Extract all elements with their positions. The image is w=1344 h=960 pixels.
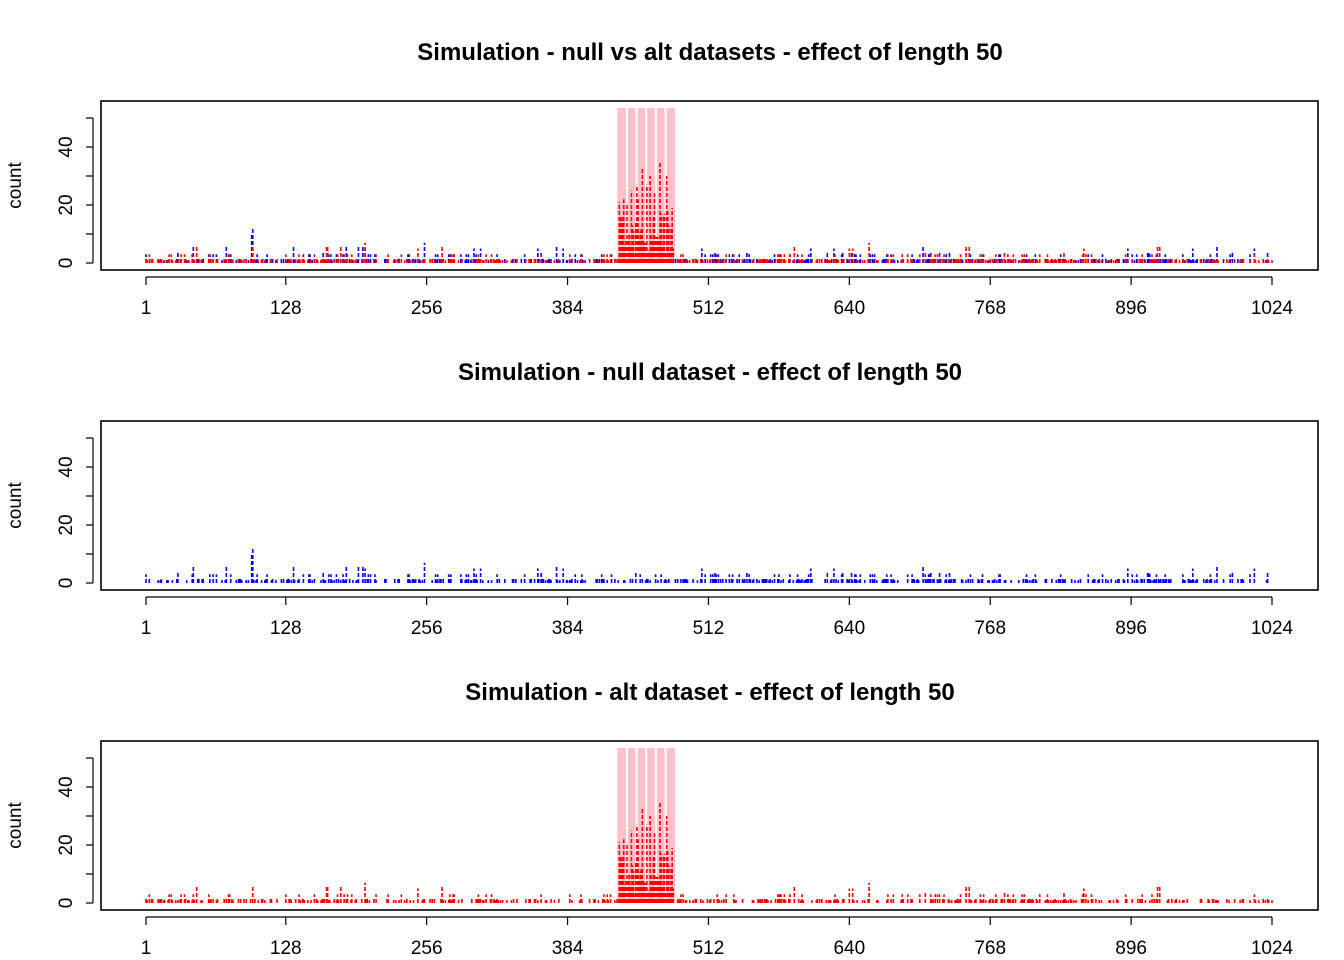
y-tick-label: 20 xyxy=(56,514,77,535)
x-tick-label: 896 xyxy=(1115,938,1147,959)
plot-frame xyxy=(100,740,1319,911)
x-tick-label: 1024 xyxy=(1251,298,1294,319)
x-tick-label: 768 xyxy=(974,298,1006,319)
chart-title: Simulation - null vs alt datasets - effe… xyxy=(417,39,1002,66)
y-tick-label: 0 xyxy=(56,258,77,269)
y-axis-label: count xyxy=(5,162,26,209)
y-axis-label: count xyxy=(5,802,26,849)
x-tick-label: 768 xyxy=(974,938,1006,959)
x-tick-label: 128 xyxy=(270,618,302,639)
x-tick-label: 896 xyxy=(1115,618,1147,639)
x-tick-label: 512 xyxy=(693,618,725,639)
y-tick-label: 40 xyxy=(56,456,77,477)
y-tick-label: 0 xyxy=(56,578,77,589)
x-tick-label: 640 xyxy=(833,298,865,319)
y-tick-label: 0 xyxy=(56,898,77,909)
x-tick-label: 1 xyxy=(141,938,152,959)
x-tick-label: 640 xyxy=(833,938,865,959)
null-series xyxy=(145,228,1269,263)
chart-title: Simulation - null dataset - effect of le… xyxy=(458,359,962,386)
panel-3: Simulation - alt dataset - effect of len… xyxy=(5,679,1319,959)
x-tick-label: 128 xyxy=(270,938,302,959)
alt-series xyxy=(145,161,1273,263)
x-tick-label: 384 xyxy=(552,298,584,319)
alt-series xyxy=(145,801,1273,903)
plot-frame xyxy=(100,420,1319,591)
y-tick-label: 20 xyxy=(56,194,77,215)
x-tick-label: 512 xyxy=(693,938,725,959)
x-tick-label: 384 xyxy=(552,618,584,639)
chart-title: Simulation - alt dataset - effect of len… xyxy=(465,679,954,706)
x-tick-label: 1 xyxy=(141,618,152,639)
y-tick-label: 20 xyxy=(56,834,77,855)
x-tick-label: 640 xyxy=(833,618,865,639)
y-tick-label: 40 xyxy=(56,776,77,797)
x-tick-label: 128 xyxy=(270,298,302,319)
y-tick-label: 40 xyxy=(56,136,77,157)
plot-frame xyxy=(100,100,1319,271)
panel-1: Simulation - null vs alt datasets - effe… xyxy=(5,39,1319,319)
x-tick-label: 1024 xyxy=(1251,618,1294,639)
x-tick-label: 256 xyxy=(411,938,443,959)
null-series xyxy=(145,548,1269,583)
x-tick-label: 1 xyxy=(141,298,152,319)
x-tick-label: 512 xyxy=(693,298,725,319)
x-tick-label: 768 xyxy=(974,618,1006,639)
y-axis-label: count xyxy=(5,482,26,529)
panel-2: Simulation - null dataset - effect of le… xyxy=(5,359,1319,639)
x-tick-label: 256 xyxy=(411,298,443,319)
x-tick-label: 896 xyxy=(1115,298,1147,319)
x-tick-label: 256 xyxy=(411,618,443,639)
x-tick-label: 384 xyxy=(552,938,584,959)
x-tick-label: 1024 xyxy=(1251,938,1294,959)
